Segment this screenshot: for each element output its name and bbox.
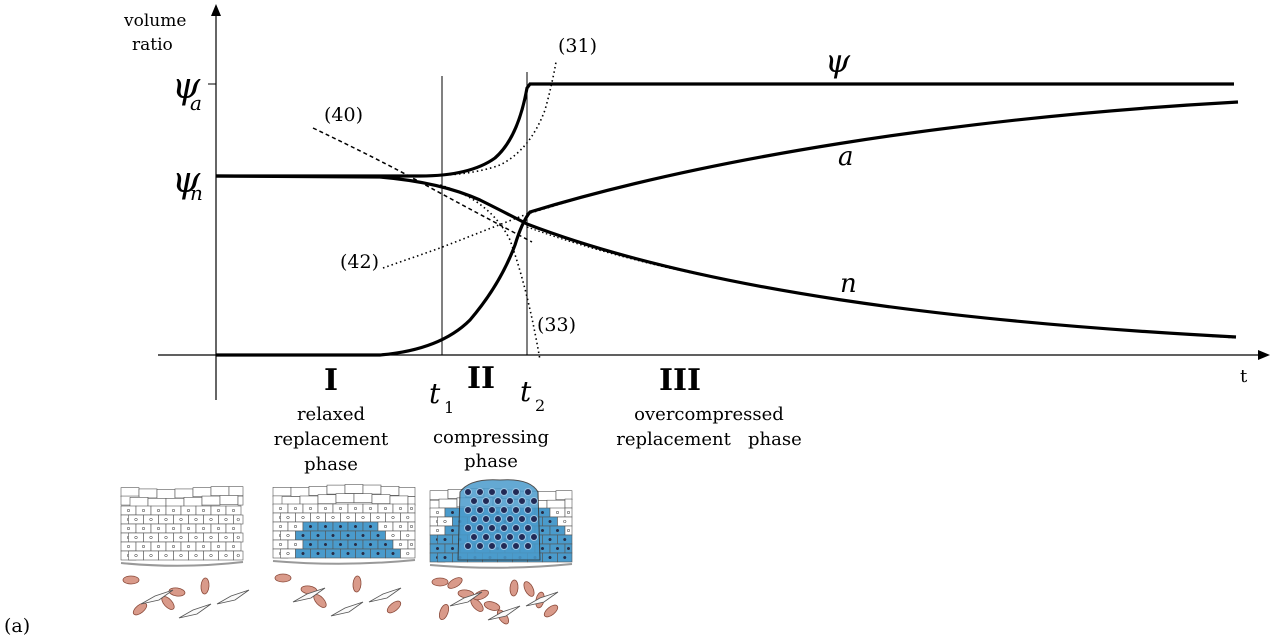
phase-1-line1: relaxed: [297, 404, 365, 425]
curve-n-dotted: [526, 226, 1237, 339]
y-axis-label-line1: volume: [123, 11, 186, 31]
psi-n-subscript: n: [190, 181, 203, 205]
x-axis-arrow: [1258, 350, 1270, 360]
phase-3-line2: replacement phase: [616, 429, 801, 450]
curve-a: [216, 100, 1239, 357]
tissue-illustration-phase-2: [272, 484, 416, 617]
psi-n-label: ψ: [172, 160, 201, 201]
curve-psi: [216, 82, 1234, 178]
panel-label: (a): [4, 615, 30, 637]
curve-label-psi: ψ: [825, 42, 851, 80]
t2-subscript: 2: [535, 396, 545, 415]
curve-label-n: n: [840, 269, 857, 299]
t1-subscript: 1: [444, 398, 454, 417]
tissue-illustration-phase-1: [120, 486, 250, 619]
psi-a-subscript: a: [190, 91, 202, 115]
curve-label-a: a: [838, 142, 854, 172]
phase-1-line3: phase: [304, 454, 358, 475]
tissue-illustration-phase-3: [429, 479, 573, 625]
phase-1-line2: replacement: [274, 429, 389, 450]
t2-label: t: [520, 375, 532, 408]
phase-3-numeral: III: [659, 363, 701, 398]
psi-a-label: ψ: [172, 66, 201, 107]
curve-eq31-dotted: [216, 61, 557, 177]
x-axis-label: t: [1240, 366, 1248, 387]
curve-n: [215, 174, 1237, 339]
phase-2-numeral: II: [467, 361, 495, 396]
curve-eq33-dotted: [439, 184, 541, 361]
eq33-label: (33): [537, 314, 576, 336]
y-axis-arrow: [211, 4, 221, 16]
phase-1-numeral: I: [324, 363, 338, 398]
eq31-label: (31): [558, 35, 597, 57]
t1-label: t: [429, 377, 441, 410]
y-axis-label-line2: ratio: [132, 35, 173, 55]
curve-eq40-dashed: [312, 127, 533, 243]
eq42-label: (42): [340, 251, 379, 273]
phase-3-line1: overcompressed: [634, 404, 784, 425]
eq40-label: (40): [324, 104, 363, 126]
phase-2-line1: compressing: [433, 427, 549, 448]
phase-2-line2: phase: [464, 451, 518, 472]
